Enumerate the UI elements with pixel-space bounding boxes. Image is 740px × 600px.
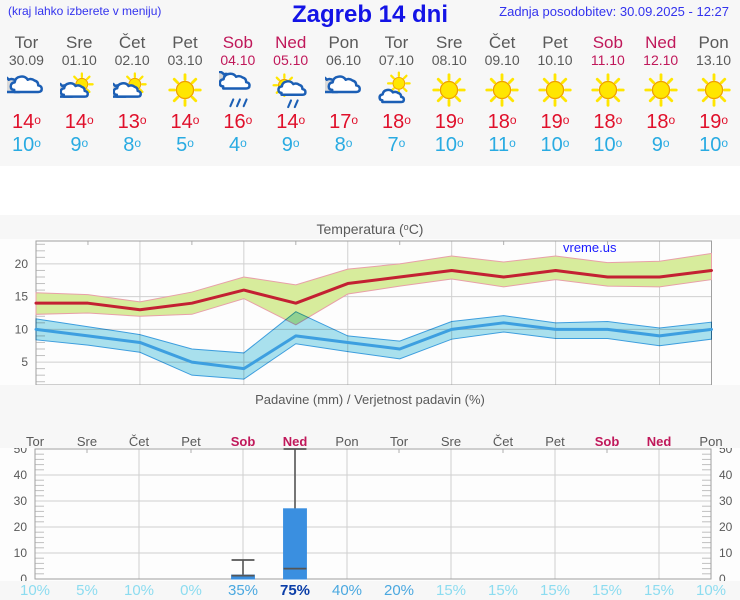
svg-text:vreme.us: vreme.us xyxy=(563,240,617,255)
svg-text:0: 0 xyxy=(719,572,726,581)
svg-text:50: 50 xyxy=(719,448,733,456)
svg-text:40: 40 xyxy=(719,468,733,482)
svg-text:30: 30 xyxy=(719,494,733,508)
svg-text:5: 5 xyxy=(21,355,28,369)
svg-text:0: 0 xyxy=(20,572,27,581)
svg-text:30: 30 xyxy=(14,494,28,508)
svg-text:50: 50 xyxy=(14,448,28,456)
svg-text:20: 20 xyxy=(14,520,28,534)
svg-text:10: 10 xyxy=(14,546,28,560)
svg-text:10: 10 xyxy=(719,546,733,560)
svg-text:40: 40 xyxy=(14,468,28,482)
svg-text:20: 20 xyxy=(719,520,733,534)
svg-text:15: 15 xyxy=(15,290,29,304)
svg-text:20: 20 xyxy=(15,257,29,271)
svg-text:10: 10 xyxy=(15,322,29,336)
